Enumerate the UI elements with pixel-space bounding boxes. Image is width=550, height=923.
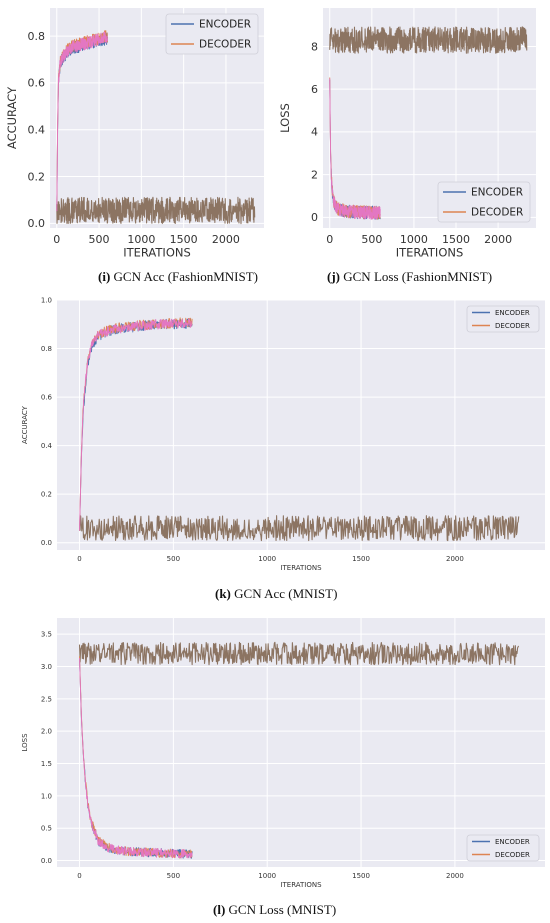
- y-tick-label-i-3: 0.6: [28, 77, 46, 90]
- chart-panel-l: 0 500 1000 1500 2000 0.0 0.5 1.0 1.5 2.0 2.5 3.0 3.5…: [21, 618, 545, 889]
- series-line-l-brown: [78, 641, 520, 666]
- y-tick-label-j-2: 4: [311, 126, 318, 139]
- caption-i-tag: (i): [98, 269, 111, 284]
- y-tick-label-l-6: 3.0: [41, 663, 52, 671]
- series-line-i-pink: [56, 31, 108, 212]
- y-axis-label-i: ACCURACY: [5, 86, 19, 149]
- x-tick-label-i-4: 2000: [212, 233, 240, 246]
- x-tick-label-k-1: 500: [167, 555, 180, 563]
- y-tick-label-j-1: 2: [311, 168, 318, 181]
- caption-i: (i) GCN Acc (FashionMNIST): [98, 269, 258, 285]
- x-axis-label-j: ITERATIONS: [396, 246, 464, 260]
- y-tick-label-l-4: 2.0: [41, 728, 52, 736]
- y-axis-label-l: LOSS: [21, 733, 29, 752]
- y-tick-label-k-0: 0.0: [41, 539, 52, 547]
- legend-label-j-0: ENCODER: [471, 187, 523, 199]
- x-tick-label-l-2: 1000: [258, 872, 276, 880]
- y-tick-label-l-7: 3.5: [41, 631, 52, 639]
- caption-i-text: GCN Acc (FashionMNIST): [113, 269, 258, 284]
- caption-l-text: GCN Loss (MNIST): [228, 902, 337, 917]
- x-tick-label-j-1: 500: [361, 233, 382, 246]
- legend-label-j-1: DECODER: [471, 207, 523, 219]
- caption-k-text: GCN Acc (MNIST): [234, 586, 338, 601]
- caption-k: (k) GCN Acc (MNIST): [215, 586, 337, 602]
- x-tick-label-i-3: 1500: [170, 233, 198, 246]
- series-line-i-brown: [56, 196, 256, 225]
- y-tick-label-j-4: 8: [311, 40, 318, 53]
- x-tick-label-k-0: 0: [77, 555, 81, 563]
- y-tick-label-j-0: 0: [311, 211, 318, 224]
- legend-l: ENCODER DECODER: [466, 834, 540, 862]
- y-tick-label-j-3: 6: [311, 83, 318, 96]
- legend-label-l-0: ENCODER: [495, 838, 530, 846]
- caption-j-tag: (j): [327, 269, 340, 284]
- y-axis-label-j: LOSS: [278, 103, 292, 133]
- y-tick-label-l-0: 0.0: [41, 857, 52, 865]
- y-tick-label-i-1: 0.2: [28, 170, 46, 183]
- y-tick-label-k-4: 0.8: [41, 345, 52, 353]
- y-tick-label-k-1: 0.2: [41, 491, 52, 499]
- y-tick-label-l-2: 1.0: [41, 792, 52, 800]
- series-line-l-pink: [79, 658, 193, 859]
- chart-panel-k: 0 500 1000 1500 2000 0.0 0.2 0.4 0.6 0.8 1.0 ITERAT…: [21, 296, 545, 572]
- caption-j: (j) GCN Loss (FashionMNIST): [327, 269, 492, 285]
- y-tick-label-i-4: 0.8: [28, 30, 46, 43]
- y-tick-label-l-3: 1.5: [41, 760, 52, 768]
- y-tick-label-k-3: 0.6: [41, 394, 53, 402]
- x-tick-label-j-0: 0: [326, 233, 333, 246]
- x-tick-label-j-4: 2000: [484, 233, 512, 246]
- series-line-k-pink: [79, 318, 193, 531]
- legend-label-l-1: DECODER: [495, 851, 530, 859]
- x-axis-label-l: ITERATIONS: [280, 881, 322, 889]
- x-tick-label-l-4: 2000: [446, 872, 464, 880]
- series-line-j-brown: [329, 26, 528, 54]
- legend-label-k-0: ENCODER: [495, 309, 530, 317]
- x-tick-label-l-3: 1500: [352, 872, 370, 880]
- x-tick-label-j-2: 1000: [400, 233, 428, 246]
- caption-l-tag: (l): [213, 902, 226, 917]
- y-tick-label-l-1: 0.5: [41, 825, 52, 833]
- y-tick-label-i-2: 0.4: [28, 124, 46, 137]
- x-tick-label-l-1: 500: [167, 872, 180, 880]
- x-tick-label-k-4: 2000: [446, 555, 464, 563]
- x-tick-label-k-3: 1500: [352, 555, 370, 563]
- legend-j: ENCODER DECODER: [437, 181, 531, 223]
- x-tick-label-j-3: 1500: [442, 233, 470, 246]
- legend-label-k-1: DECODER: [495, 322, 530, 330]
- y-tick-label-k-5: 1.0: [41, 296, 52, 304]
- legend-label-i-0: ENCODER: [199, 19, 251, 31]
- legend-label-i-1: DECODER: [199, 39, 251, 51]
- legend-i: ENCODER DECODER: [165, 13, 259, 55]
- x-axis-label-i: ITERATIONS: [123, 246, 191, 260]
- y-tick-label-k-2: 0.4: [41, 442, 53, 450]
- series-line-j-pink: [329, 78, 381, 220]
- caption-k-tag: (k): [215, 586, 231, 601]
- chart-panel-i: 0 500 1000 1500 2000 0.0 0.2 0.4 0.6 0.8 ITERATION…: [5, 8, 264, 260]
- x-tick-label-i-0: 0: [53, 233, 60, 246]
- y-axis-label-k: ACCURACY: [21, 405, 29, 444]
- plot-area-k: [57, 300, 545, 550]
- x-tick-label-i-1: 500: [89, 233, 110, 246]
- chart-panel-j: 0 500 1000 1500 2000 0 2 4 6 8 ITERATIONS LOSS ENCOD…: [278, 8, 536, 260]
- caption-j-text: GCN Loss (FashionMNIST): [343, 269, 493, 284]
- y-tick-label-i-0: 0.0: [28, 217, 46, 230]
- caption-l: (l) GCN Loss (MNIST): [213, 902, 336, 918]
- series-line-k-brown: [78, 515, 520, 542]
- x-tick-label-l-0: 0: [77, 872, 81, 880]
- y-tick-label-l-5: 2.5: [41, 695, 52, 703]
- x-tick-label-k-2: 1000: [258, 555, 276, 563]
- x-axis-label-k: ITERATIONS: [280, 564, 322, 572]
- legend-k: ENCODER DECODER: [466, 305, 540, 333]
- x-tick-label-i-2: 1000: [127, 233, 155, 246]
